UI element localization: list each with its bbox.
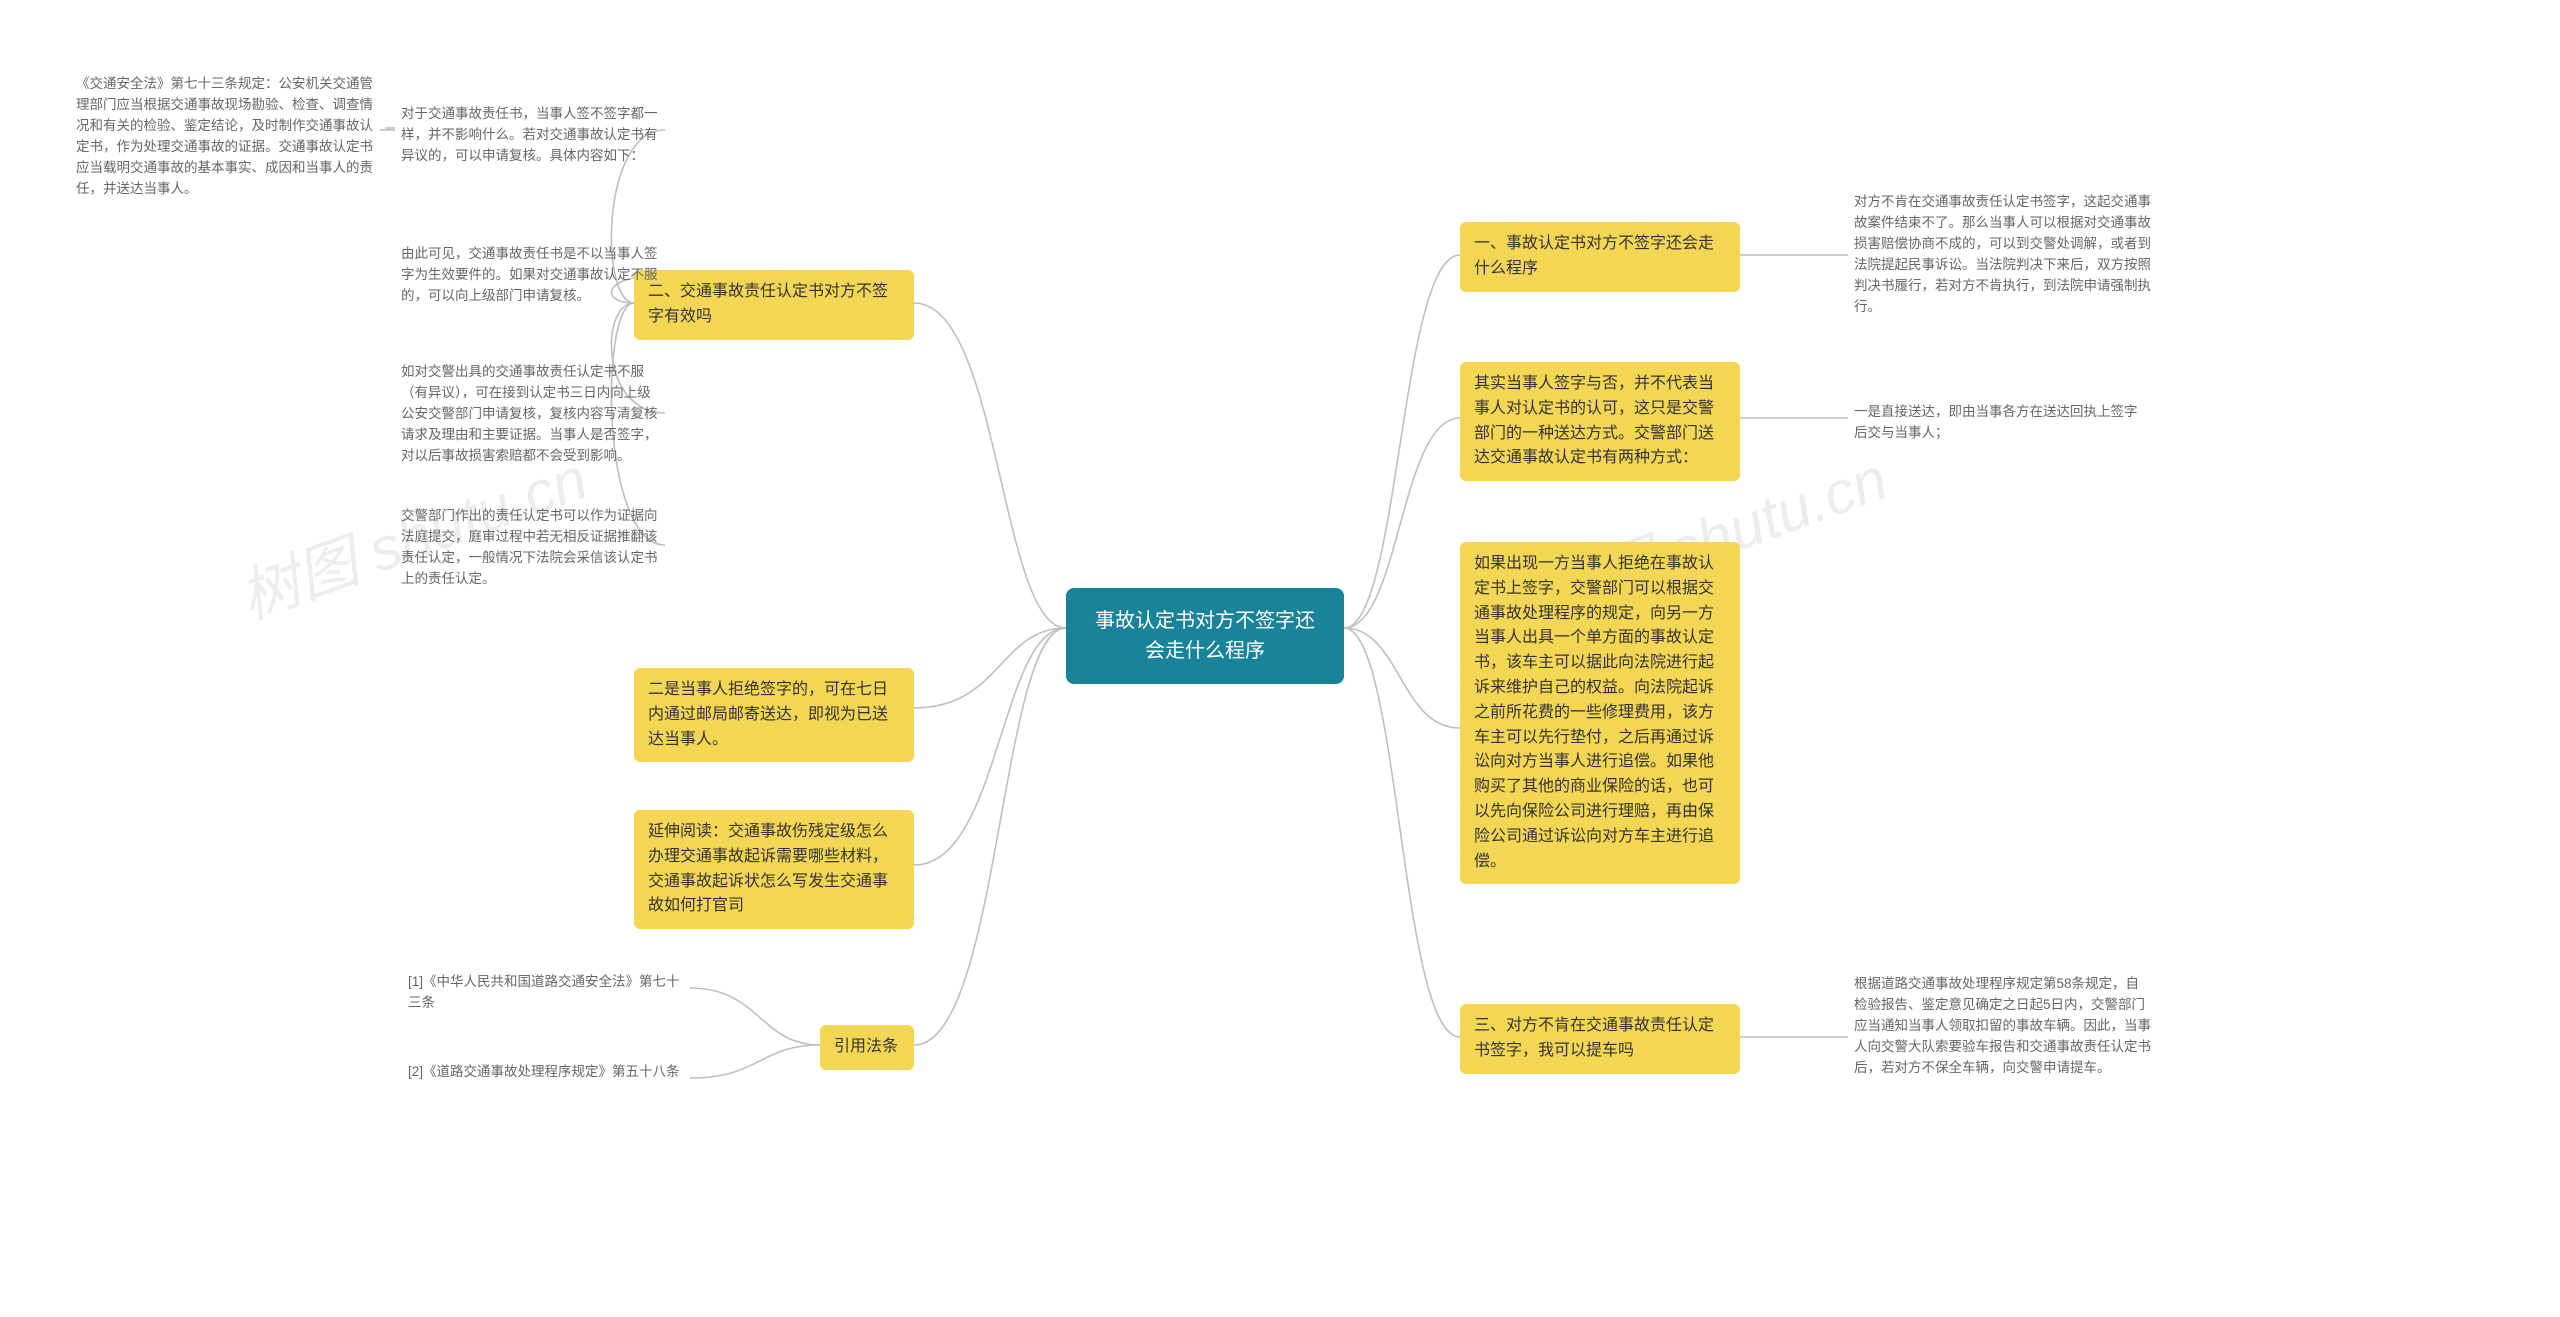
leaf-l4-1: [2]《道路交通事故处理程序规定》第五十八条: [402, 1058, 690, 1087]
leaf-l1-0-far: 《交通安全法》第七十三条规定：公安机关交通管理部门应当根据交通事故现场勘验、检查…: [70, 70, 385, 204]
leaf-l4-0: [1]《中华人民共和国道路交通安全法》第七十三条: [402, 968, 690, 1018]
branch-r2: 其实当事人签字与否，并不代表当事人对认定书的认可，这只是交警部门的一种送达方式。…: [1460, 362, 1740, 481]
branch-l2: 二是当事人拒绝签字的，可在七日内通过邮局邮寄送达，即视为已送达当事人。: [634, 668, 914, 762]
branch-r3: 如果出现一方当事人拒绝在事故认定书上签字，交警部门可以根据交通事故处理程序的规定…: [1460, 542, 1740, 884]
branch-l1: 二、交通事故责任认定书对方不签字有效吗: [634, 270, 914, 340]
branch-l4: 引用法条: [820, 1025, 914, 1070]
leaf-r2-0: 一是直接送达，即由当事各方在送达回执上签字后交与当事人；: [1848, 398, 2148, 448]
leaf-l1-3: 交警部门作出的责任认定书可以作为证据向法庭提交，庭审过程中若无相反证据推翻该责任…: [395, 502, 665, 594]
branch-l3: 延伸阅读：交通事故伤残定级怎么办理交通事故起诉需要哪些材料，交通事故起诉状怎么写…: [634, 810, 914, 929]
leaf-r4-0: 根据道路交通事故处理程序规定第58条规定，自检验报告、鉴定意见确定之日起5日内，…: [1848, 970, 2158, 1083]
branch-r1: 一、事故认定书对方不签字还会走什么程序: [1460, 222, 1740, 292]
root-node: 事故认定书对方不签字还会走什么程序: [1066, 588, 1344, 684]
leaf-l1-1: 由此可见，交通事故责任书是不以当事人签字为生效要件的。如果对交通事故认定不服的，…: [395, 240, 665, 311]
leaf-l1-2: 如对交警出具的交通事故责任认定书不服（有异议），可在接到认定书三日内向上级公安交…: [395, 358, 665, 471]
leaf-r1-0: 对方不肯在交通事故责任认定书签字，这起交通事故案件结束不了。那么当事人可以根据对…: [1848, 188, 2158, 322]
branch-r4: 三、对方不肯在交通事故责任认定书签字，我可以提车吗: [1460, 1004, 1740, 1074]
leaf-l1-0-mid: 对于交通事故责任书，当事人签不签字都一样，并不影响什么。若对交通事故认定书有异议…: [395, 100, 665, 171]
